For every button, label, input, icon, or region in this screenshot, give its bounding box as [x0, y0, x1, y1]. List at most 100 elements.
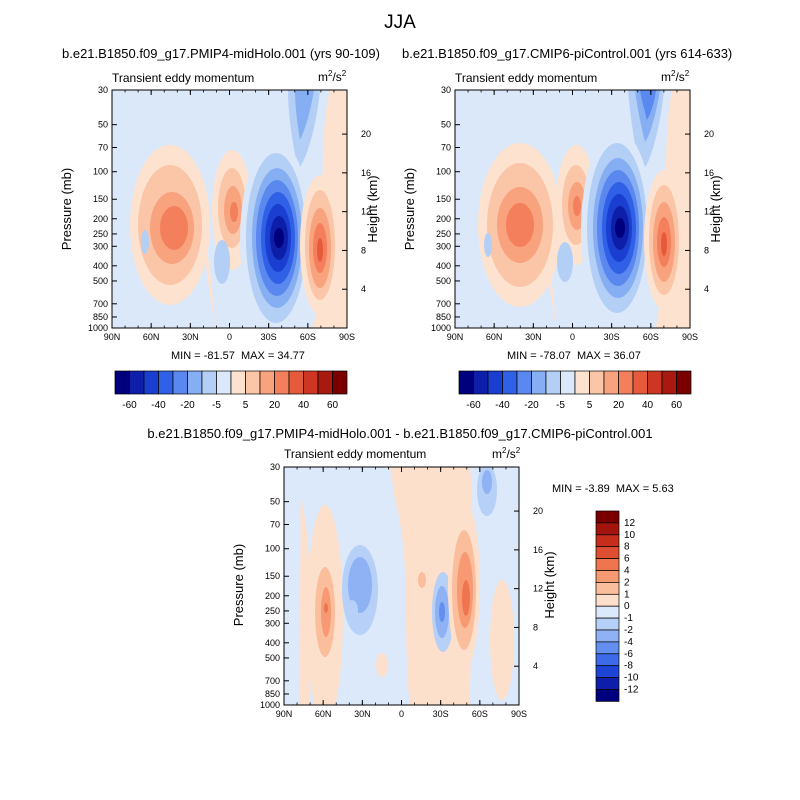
- right-max: MAX = 36.07: [577, 350, 641, 362]
- right-colorbar-label: 5: [587, 400, 593, 411]
- left-y2-axis-title: Height (km): [365, 175, 380, 243]
- left-x-tick-label: 60N: [143, 332, 160, 342]
- left-x-tick-label: 30S: [261, 332, 277, 342]
- right-colorbar-box: [531, 370, 547, 395]
- diff-min: MIN = -3.89: [552, 483, 610, 495]
- right-colorbar-box: [516, 370, 532, 395]
- diff-y-tick-label: 50: [270, 497, 280, 507]
- units-exp: 2: [502, 446, 507, 455]
- right-colorbar-box: [647, 370, 663, 395]
- right-y-tick-label: 200: [436, 214, 451, 224]
- diff-y-tick-label: 100: [265, 544, 280, 554]
- diff-colorbar-box: [595, 593, 620, 607]
- units-div: /s: [332, 70, 342, 84]
- diff-y2-tick-label: 16: [533, 545, 543, 555]
- left-colorbar-box: [172, 370, 188, 395]
- diff-y2-axis-title: Height (km): [542, 551, 557, 619]
- units-base: m: [492, 447, 502, 461]
- left-colorbar-label: -20: [180, 400, 195, 411]
- left-colorbar-label: 5: [243, 400, 249, 411]
- left-x-tick-label: 90S: [339, 332, 355, 342]
- left-max: MAX = 34.77: [241, 350, 305, 362]
- diff-colorbar-label: 1: [624, 589, 630, 600]
- right-colorbar-box: [502, 370, 518, 395]
- diff-units-label: m2/s2: [492, 446, 520, 461]
- right-y-tick-label: 250: [436, 229, 451, 239]
- diff-colorbar-label: 0: [624, 601, 630, 612]
- diff-colorbar-box: [595, 653, 620, 667]
- left-y2-tick-label: 4: [361, 284, 366, 294]
- left-y2-tick-label: 20: [361, 129, 371, 139]
- left-colorbar-box: [317, 370, 333, 395]
- left-x-tick-label: 90N: [104, 332, 121, 342]
- right-y-tick-label: 500: [436, 276, 451, 286]
- diff-x-tick-label: 0: [399, 709, 404, 719]
- diff-colorbar-box: [595, 582, 620, 595]
- diff-colorbar-label: -2: [624, 625, 633, 636]
- right-colorbar-box: [676, 370, 692, 395]
- diff-y2-tick-label: 8: [533, 622, 538, 632]
- right-x-tick-label: 0: [570, 332, 575, 342]
- diff-colorbar-label: 10: [624, 530, 636, 541]
- left-y-tick-label: 700: [93, 299, 108, 309]
- right-y2-axis-title: Height (km): [708, 175, 723, 243]
- left-x-tick-label: 30N: [182, 332, 199, 342]
- diff-colorbar-box: [595, 665, 620, 678]
- diff-colorbar-box: [595, 510, 620, 524]
- diff-panel-title: b.e21.B1850.f09_g17.PMIP4-midHolo.001 - …: [147, 426, 653, 441]
- left-contour-field: [112, 90, 347, 328]
- right-colorbar-box: [473, 370, 489, 395]
- left-y-tick-label: 100: [93, 167, 108, 177]
- left-y-tick-label: 300: [93, 241, 108, 251]
- right-x-tick-label: 60N: [486, 332, 503, 342]
- diff-colorbar-box: [595, 677, 620, 690]
- right-colorbar-box: [632, 370, 648, 395]
- units-exp2: 2: [684, 69, 690, 78]
- diff-y2-tick-label: 20: [533, 506, 543, 516]
- left-colorbar-box: [245, 370, 261, 395]
- left-colorbar-box: [129, 370, 145, 395]
- left-colorbar-box: [216, 370, 232, 395]
- diff-colorbar-box: [595, 689, 620, 702]
- right-units-label: m2/s2: [661, 69, 689, 84]
- left-colorbar-box: [187, 370, 203, 395]
- right-colorbar-label: 40: [642, 400, 654, 411]
- diff-colorbar-box: [595, 570, 620, 583]
- diff-colorbar-label: -10: [624, 673, 639, 684]
- diff-colorbar-label: -1: [624, 613, 633, 624]
- left-colorbar-label: 40: [298, 400, 310, 411]
- left-variable-label: Transient eddy momentum: [112, 71, 255, 85]
- diff-colorbar-box: [595, 546, 620, 559]
- diff-x-tick-label: 30S: [433, 709, 449, 719]
- left-colorbar-label: 20: [269, 400, 281, 411]
- left-y-tick-label: 250: [93, 229, 108, 239]
- units-exp: 2: [328, 69, 333, 78]
- left-y-tick-label: 400: [93, 261, 108, 271]
- diff-stats: MIN = -3.89 MAX = 5.63: [552, 483, 674, 495]
- left-y-tick-label: 850: [93, 312, 108, 322]
- diff-y2-tick-label: 4: [533, 661, 538, 671]
- left-y-tick-label: 200: [93, 214, 108, 224]
- left-y-tick-label: 150: [93, 194, 108, 204]
- right-contour-field: [455, 90, 690, 328]
- left-y2-tick-label: 8: [361, 245, 366, 255]
- diff-colorbar-label: 6: [624, 554, 630, 565]
- diff-colorbar-label: -12: [624, 685, 639, 696]
- right-colorbar-box: [458, 370, 474, 395]
- left-y-axis-title: Pressure (mb): [59, 167, 74, 251]
- diff-colorbar-box: [595, 617, 620, 631]
- diff-colorbar-label: -6: [624, 649, 633, 660]
- right-colorbar-box: [560, 370, 576, 395]
- diff-y-tick-label: 70: [270, 520, 280, 530]
- left-colorbar-box: [274, 370, 290, 395]
- right-x-tick-label: 90S: [682, 332, 698, 342]
- left-colorbar-label: -5: [212, 400, 221, 411]
- diff-y-tick-label: 200: [265, 591, 280, 601]
- right-y2-tick-label: 4: [704, 284, 709, 294]
- right-y-tick-label: 30: [441, 85, 451, 95]
- diff-x-tick-label: 60N: [315, 709, 332, 719]
- left-y-tick-label: 30: [98, 85, 108, 95]
- right-y-tick-label: 300: [436, 241, 451, 251]
- right-y-tick-label: 400: [436, 261, 451, 271]
- right-y-tick-label: 70: [441, 143, 451, 153]
